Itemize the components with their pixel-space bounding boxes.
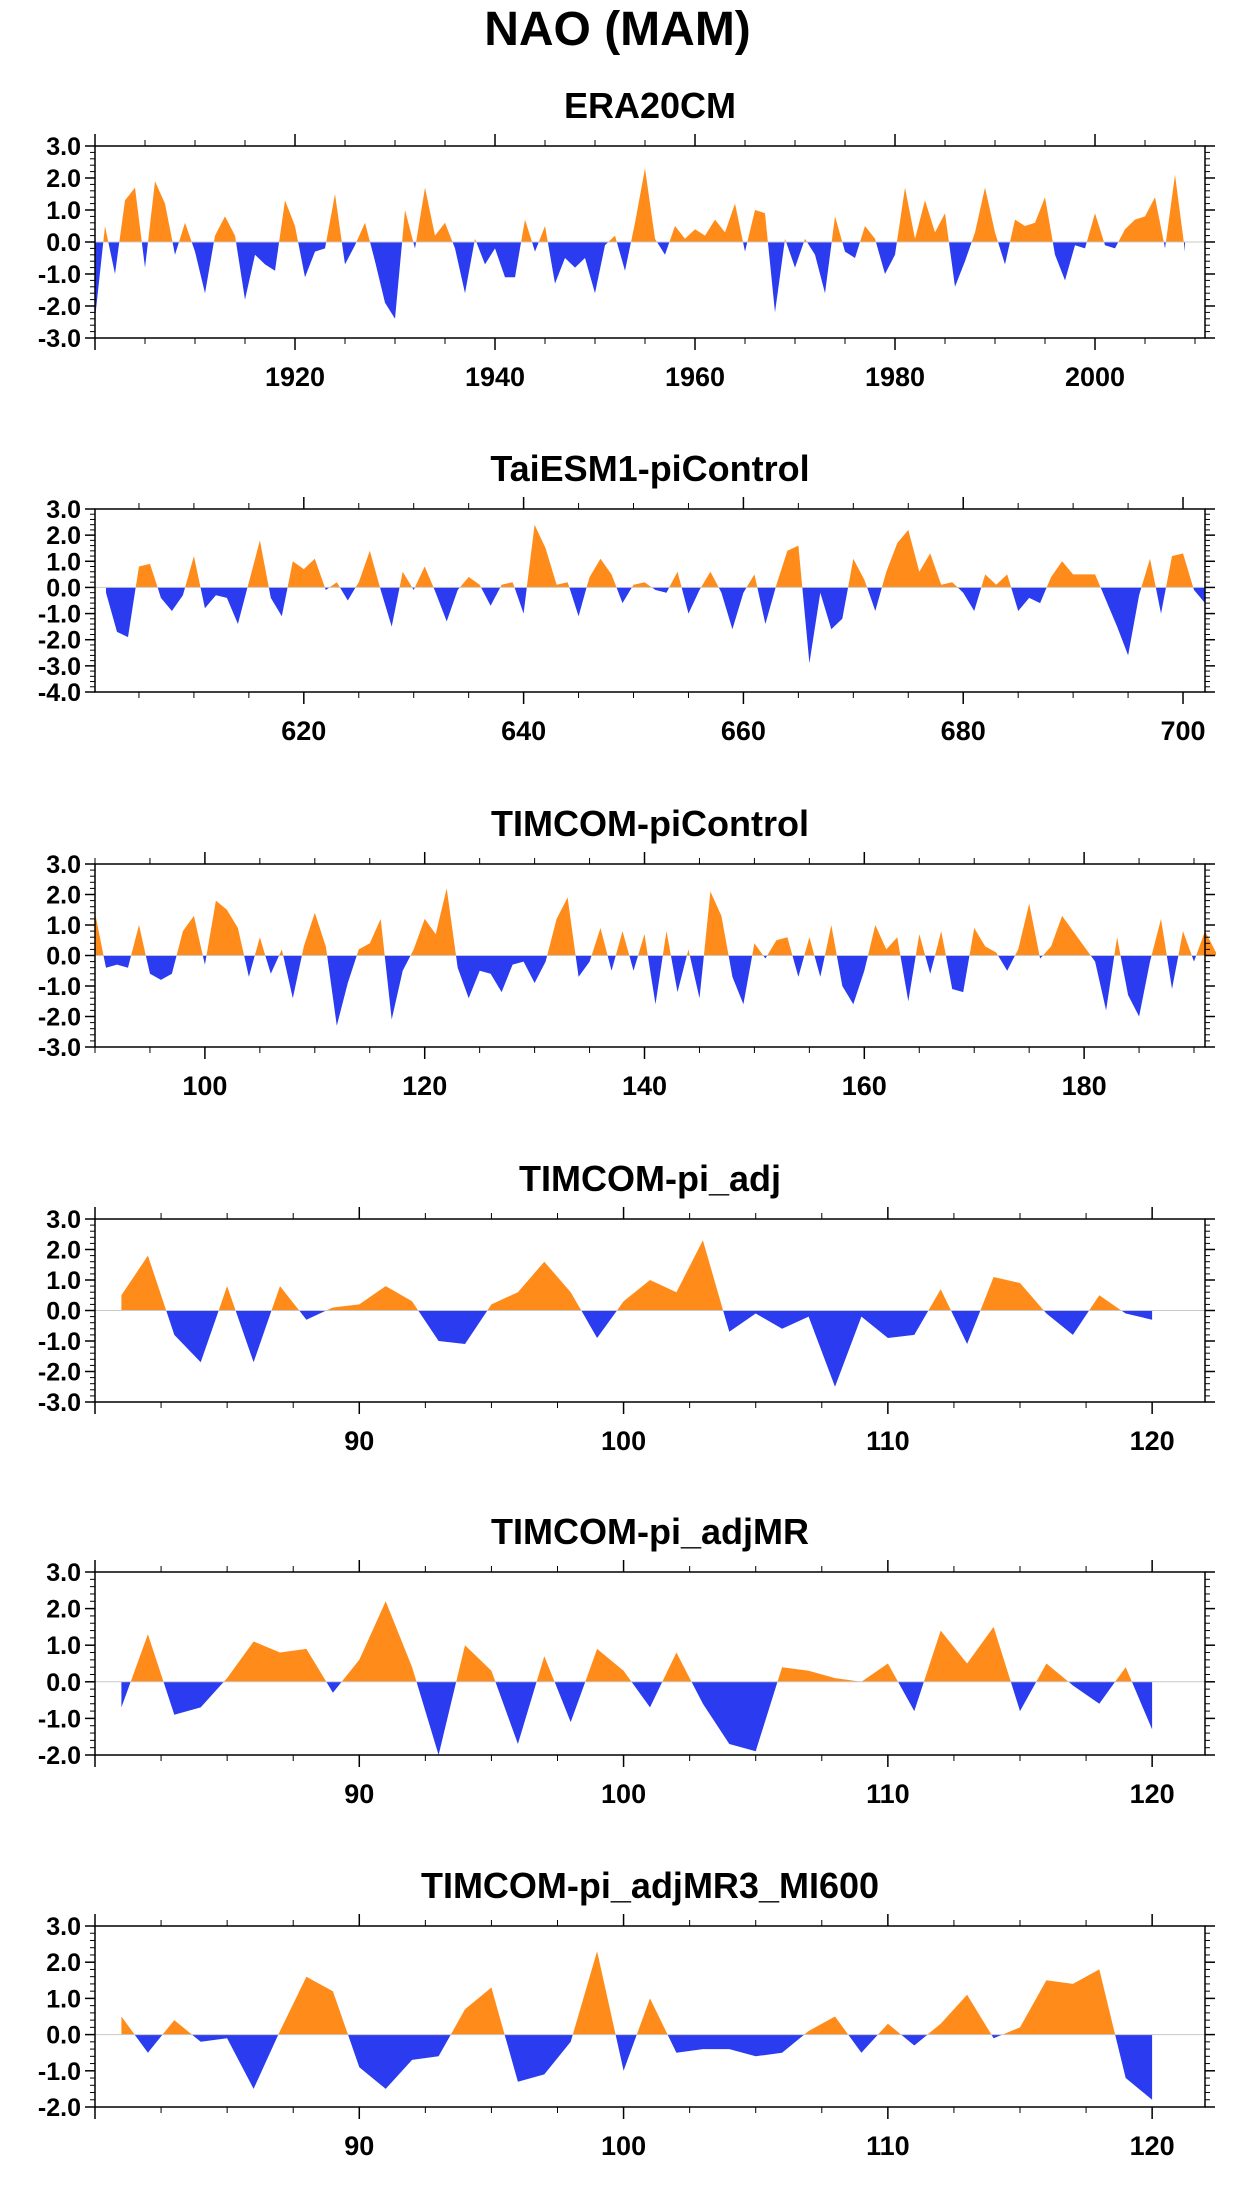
negative-area — [103, 955, 1197, 1026]
x-tick-label: 700 — [1160, 716, 1205, 746]
x-tick-label: 1920 — [265, 362, 325, 392]
positive-area — [135, 524, 1194, 588]
x-tick-label: 100 — [182, 1071, 227, 1101]
panel-title: TIMCOM-pi_adjMR — [491, 1511, 809, 1552]
nao-panel-4: TIMCOM-pi_adj 3.0 2.01.0 0.0-1.0 -2.0-3.0 90 1… — [38, 1158, 1215, 1456]
x-tick-label: 120 — [1130, 1779, 1175, 1809]
y-tick-label: -1.0 — [38, 1328, 81, 1356]
plot-frame — [94, 1925, 1206, 2108]
plot-frame — [94, 508, 1206, 693]
y-tick-label: 1.0 — [46, 548, 81, 576]
y-tick-label: -2.0 — [38, 1359, 81, 1387]
x-tick-label: 640 — [501, 716, 546, 746]
y-tick-label: 2.0 — [46, 882, 81, 910]
x-tick-label: 1960 — [665, 362, 725, 392]
x-tick-label: 110 — [866, 1779, 910, 1809]
y-tick-label: -1.0 — [38, 2058, 81, 2086]
x-tick-label: 620 — [281, 716, 326, 746]
panel-title: TIMCOM-piControl — [491, 803, 809, 844]
y-tick-label: 2.0 — [46, 1949, 81, 1977]
positive-area — [130, 1601, 1132, 1682]
y-tick-label: 0.0 — [46, 1298, 81, 1326]
x-tick-label: 660 — [721, 716, 766, 746]
nao-panel-6: TIMCOM-pi_adjMR3_MI600 3.0 2.0 1.0 0.0 -1.0 -2… — [38, 1865, 1215, 2161]
y-tick-label: -4.0 — [38, 679, 81, 707]
panel-title: TIMCOM-pi_adjMR3_MI600 — [421, 1865, 879, 1906]
y-tick-label: 1.0 — [46, 1985, 81, 2013]
x-tick-label: 90 — [344, 1426, 374, 1456]
y-tick-label: -2.0 — [38, 627, 81, 655]
positive-area — [121, 1951, 1116, 2035]
y-tick-label: -2.0 — [38, 293, 81, 321]
y-tick-label: -2.0 — [38, 1742, 81, 1770]
y-tick-label: 2.0 — [46, 1237, 81, 1265]
figure-title: NAO (MAM) — [484, 3, 751, 56]
positive-area — [121, 1240, 1122, 1311]
y-tick-label: -1.0 — [38, 601, 81, 629]
y-tick-label: 0.0 — [46, 1669, 81, 1697]
x-tick-label: 90 — [344, 1779, 374, 1809]
x-tick-label: 180 — [1062, 1071, 1107, 1101]
y-tick-label: -1.0 — [38, 1705, 81, 1733]
x-tick-label: 2000 — [1065, 362, 1125, 392]
x-tick-label: 120 — [402, 1071, 447, 1101]
x-tick-label: 1980 — [865, 362, 925, 392]
x-tick-label: 680 — [941, 716, 986, 746]
y-tick-label: -1.0 — [38, 973, 81, 1001]
y-tick-label: 3.0 — [46, 1206, 81, 1234]
y-tick-label: -1.0 — [38, 261, 81, 289]
panel-title: TIMCOM-pi_adj — [519, 1158, 781, 1199]
y-tick-label: -2.0 — [38, 1004, 81, 1032]
y-tick-label: 3.0 — [46, 133, 81, 161]
y-tick-label: 1.0 — [46, 912, 81, 940]
y-tick-label: -3.0 — [38, 325, 81, 353]
y-tick-label: 1.0 — [46, 1632, 81, 1660]
y-tick-label: -3.0 — [38, 1034, 81, 1062]
y-tick-label: 2.0 — [46, 1596, 81, 1624]
x-tick-label: 110 — [866, 2131, 910, 2161]
y-tick-label: 3.0 — [46, 496, 81, 524]
y-tick-label: 0.0 — [46, 943, 81, 971]
y-tick-label: 3.0 — [46, 1913, 81, 1941]
x-tick-label: 140 — [622, 1071, 667, 1101]
negative-area — [121, 1681, 1153, 1755]
negative-area — [106, 587, 1205, 664]
nao-panel-2: TaiESM1-piControl 3.02.01.00.0-1.0-2.0-3.… — [38, 448, 1215, 746]
panel-title: TaiESM1-piControl — [490, 448, 809, 489]
positive-area — [95, 888, 1216, 956]
y-tick-label: 0.0 — [46, 574, 81, 602]
y-tick-label: -2.0 — [38, 2094, 81, 2122]
x-tick-label: 110 — [866, 1426, 910, 1456]
y-tick-label: 0.0 — [46, 229, 81, 257]
x-tick-label: 160 — [842, 1071, 887, 1101]
x-tick-label: 100 — [601, 1779, 646, 1809]
panel-title: ERA20CM — [564, 85, 736, 126]
x-tick-label: 120 — [1130, 2131, 1175, 2161]
y-tick-label: 2.0 — [46, 165, 81, 193]
x-tick-label: 100 — [601, 1426, 646, 1456]
y-tick-label: -3.0 — [38, 1389, 81, 1417]
x-tick-label: 1940 — [465, 362, 525, 392]
nao-panel-5: TIMCOM-pi_adjMR 3.0 2.0 1.0 0.0 -1.0 -2.0 90 100… — [38, 1511, 1215, 1809]
nao-panel-1: ERA20CM 3.0 2.0 1.0 0.0 -1.0 -2.0 -3.0 1920 1940 1… — [38, 85, 1215, 392]
x-tick-label: 120 — [1130, 1426, 1175, 1456]
plot-frame — [94, 1571, 1206, 1756]
y-tick-label: 1.0 — [46, 197, 81, 225]
nao-panel-3: TIMCOM-piControl 3.0 2.01.0 0.0-1.0 -2.0-3.0… — [38, 803, 1216, 1101]
negative-area — [166, 1310, 1153, 1387]
y-tick-label: 3.0 — [46, 851, 81, 879]
y-tick-label: 2.0 — [46, 522, 81, 550]
y-tick-label: 0.0 — [46, 2022, 81, 2050]
positive-area — [103, 168, 1184, 242]
y-tick-label: -3.0 — [38, 653, 81, 681]
x-tick-label: 100 — [601, 2131, 646, 2161]
negative-area — [95, 242, 1185, 319]
negative-area — [134, 2034, 1153, 2100]
y-tick-label: 3.0 — [46, 1559, 81, 1587]
x-tick-label: 90 — [344, 2131, 374, 2161]
y-tick-label: 1.0 — [46, 1267, 81, 1295]
